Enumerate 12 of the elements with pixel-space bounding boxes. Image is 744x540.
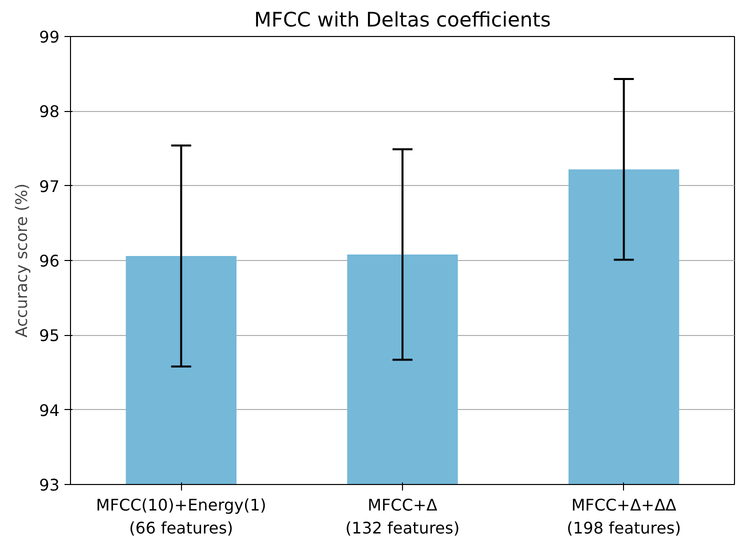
y-tick-label: 97	[39, 176, 60, 196]
y-tick-label: 98	[39, 102, 60, 122]
y-tick-label: 93	[39, 476, 60, 494]
y-tick-label: 99	[39, 28, 60, 46]
x-tick-label: MFCC(10)+Energy(1) (66 features)	[96, 496, 266, 538]
y-tick-label: 95	[39, 326, 60, 346]
chart-title: MFCC with Deltas coefficients	[254, 8, 551, 32]
y-tick-label: 94	[39, 400, 60, 420]
y-tick-label: 96	[39, 252, 60, 270]
x-tick-label: MFCC+Δ (132 features)	[345, 496, 460, 538]
x-tick-label: MFCC+Δ+ΔΔ (198 features)	[566, 496, 681, 538]
y-axis-title: Accuracy score (%)	[12, 184, 32, 338]
